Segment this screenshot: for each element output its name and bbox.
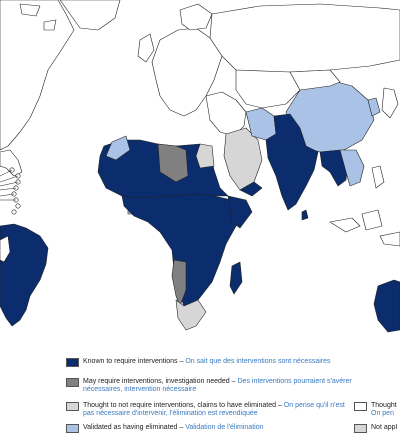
central-asia-shape	[235, 69, 301, 109]
mongolia-shape	[289, 69, 341, 91]
legend-swatch-validated	[66, 424, 79, 433]
legend-label-known-en: Known to require interventions	[83, 358, 178, 365]
south-america-west-shape	[0, 235, 11, 263]
morocco-validated-shape	[105, 135, 131, 161]
legend-item-not-applicable: Not appl	[354, 424, 400, 433]
japan-shape	[381, 87, 399, 119]
legend-swatch-may	[66, 378, 79, 387]
legend-label-known-fr: On sait que des interventions sont néces…	[185, 358, 331, 365]
uk-shape	[137, 33, 155, 63]
horn-africa-shape	[227, 195, 253, 229]
legend-label-may-fr: Des interventions pourraient s'avérer né…	[83, 378, 352, 393]
legend-item-thought-right: Thought On pen	[354, 402, 400, 418]
legend-swatch-known	[66, 358, 79, 367]
indochina-validated-shape	[339, 149, 365, 187]
egypt-thought-shape	[195, 143, 215, 169]
russia-shape	[209, 3, 400, 77]
sri-lanka-shape	[301, 209, 309, 221]
legend-label-validated-en: Validated as having eliminated	[83, 424, 178, 431]
legend-label-thought-fr: On pense qu'il n'est pas nécessaire d'in…	[83, 402, 345, 417]
legend-swatch-thought	[66, 402, 79, 411]
legend-item-may: May require interventions, investigation…	[66, 378, 356, 394]
yemen-shape	[239, 181, 263, 197]
legend-item-known: Known to require interventions – On sait…	[66, 358, 396, 367]
europe-shape	[151, 27, 223, 117]
greenland-shape	[59, 0, 121, 31]
indonesia-shape	[329, 209, 400, 247]
south-asia-known-shape	[265, 113, 319, 211]
south-africa-thought-shape	[175, 299, 207, 331]
philippines-shape	[371, 165, 385, 189]
world-map	[0, 0, 400, 333]
arctic-islands-shape	[19, 3, 57, 31]
south-america-known-shape	[0, 223, 49, 327]
legend-label-validated-fr: Validation de l'élimination	[185, 424, 264, 431]
legend-label-thought-en: Thought to not require interventions, cl…	[83, 402, 276, 409]
middle-east-shape	[205, 91, 247, 137]
korea-validated-shape	[367, 97, 381, 117]
scandinavia-shape	[179, 3, 213, 31]
legend-item-validated: Validated as having eliminated – Validat…	[66, 424, 356, 433]
central-africa-known-shape	[121, 193, 245, 307]
legend-label-thought-right-fr: On pen	[371, 410, 394, 417]
legend-swatch-thought-right	[354, 402, 367, 411]
legend-item-thought: Thought to not require interventions, cl…	[66, 402, 356, 418]
north-america-shape	[0, 0, 75, 151]
legend-swatch-not-applicable	[354, 424, 367, 433]
legend-label-thought-right-en: Thought	[371, 402, 397, 409]
madagascar-shape	[229, 261, 243, 295]
libya-may-shape	[157, 143, 189, 183]
legend-label-not-applicable-en: Not appl	[371, 424, 398, 431]
legend-label-may-en: May require interventions, investigation…	[83, 378, 230, 385]
australia-shape	[373, 279, 400, 333]
